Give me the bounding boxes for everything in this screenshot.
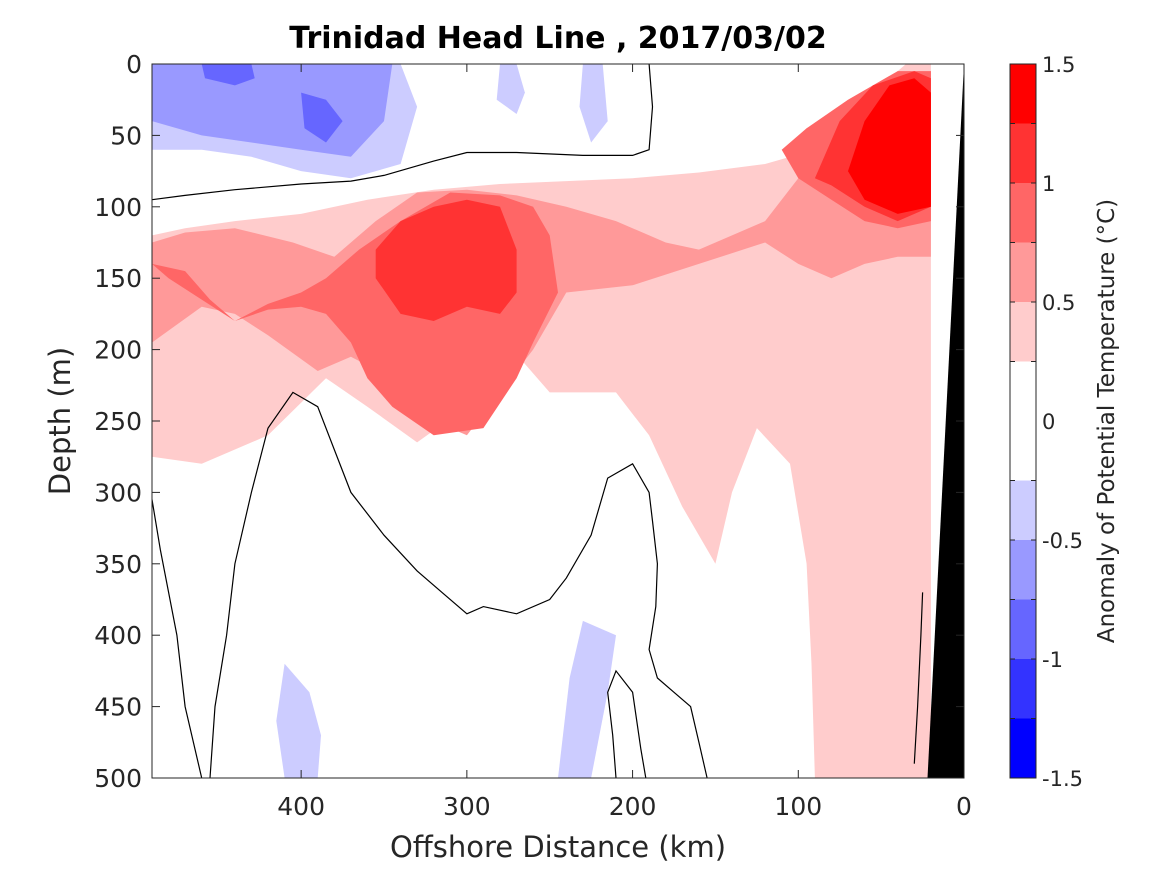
colorbar-segment-10 xyxy=(1010,64,1036,124)
colorbar-tick-label: 1.5 xyxy=(1042,53,1075,77)
colorbar-tick-label: -0.5 xyxy=(1042,529,1083,553)
zero-contour-0 xyxy=(152,64,654,201)
contour-region-8 xyxy=(579,64,608,143)
colorbar: -1.5 -1 -0.5 0 0.5 1 1.5 xyxy=(1009,53,1083,791)
y-tick-label: 400 xyxy=(94,621,142,650)
y-tick-label: 300 xyxy=(94,478,142,507)
zero-contour-4 xyxy=(913,592,924,764)
land-mask xyxy=(927,64,964,778)
colorbar-segment-7 xyxy=(1010,242,1036,302)
colorbar-segment-5 xyxy=(1010,361,1036,481)
contour-region-13 xyxy=(301,92,343,143)
zero-contour-2 xyxy=(209,391,708,778)
colorbar-label: Anomaly of Potential Temperature (°C) xyxy=(1094,199,1120,643)
zero-contour-3 xyxy=(607,669,647,778)
y-tick-label: 500 xyxy=(94,764,142,793)
y-tick-label: 450 xyxy=(94,693,142,722)
y-tick-label: 250 xyxy=(94,407,142,436)
y-tick-label: 200 xyxy=(94,336,142,365)
x-axis-label: Offshore Distance (km) xyxy=(390,830,726,864)
colorbar-tick-label: 0 xyxy=(1042,410,1055,434)
x-tick-label: 400 xyxy=(277,792,325,821)
y-tick-label: 0 xyxy=(126,50,142,79)
contour-region-11 xyxy=(276,663,321,778)
y-tick-label: 100 xyxy=(94,193,142,222)
colorbar-segment-8 xyxy=(1010,183,1036,243)
zero-contour-layer xyxy=(152,64,924,778)
x-tick-label: 0 xyxy=(956,792,972,821)
colorbar-segment-6 xyxy=(1010,302,1036,362)
colorbar-tick-label: 0.5 xyxy=(1042,291,1075,315)
colorbar-segment-2 xyxy=(1010,599,1036,659)
contour-fill-layer xyxy=(152,64,931,778)
contour-region-14 xyxy=(201,64,255,86)
colorbar-frame xyxy=(1009,63,1037,779)
colorbar-segment-9 xyxy=(1010,123,1036,183)
plot-area xyxy=(152,64,964,778)
contour-region-6 xyxy=(848,78,931,214)
colorbar-segment-4 xyxy=(1010,480,1036,540)
y-axis-label: Depth (m) xyxy=(43,347,77,495)
zero-contour-1 xyxy=(152,499,203,778)
colorbar-tick-label: 1 xyxy=(1042,172,1055,196)
colorbar-tick-label: -1.5 xyxy=(1042,767,1083,791)
colorbar-tick-label: -1 xyxy=(1042,648,1063,672)
contour-region-10 xyxy=(558,620,616,778)
contour-region-9 xyxy=(496,64,525,114)
colorbar-segment-1 xyxy=(1010,659,1036,719)
x-tick-label: 300 xyxy=(443,792,491,821)
colorbar-segment-0 xyxy=(1010,718,1036,778)
y-tick-label: 350 xyxy=(94,550,142,579)
x-tick-label: 200 xyxy=(609,792,657,821)
x-axis: 400 300 200 100 0 xyxy=(277,64,972,821)
y-axis: 0 50 100 150 200 250 300 350 400 450 500 xyxy=(94,50,964,793)
y-tick-label: 50 xyxy=(110,121,142,150)
chart-title: Trinidad Head Line , 2017/03/02 xyxy=(289,21,826,56)
contour-region-4 xyxy=(375,199,517,321)
y-tick-label: 150 xyxy=(94,264,142,293)
colorbar-segment-3 xyxy=(1010,540,1036,600)
x-tick-label: 100 xyxy=(774,792,822,821)
